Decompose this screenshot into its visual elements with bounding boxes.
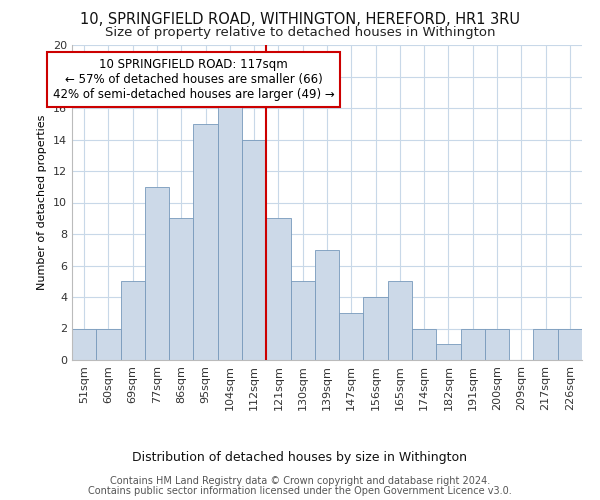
Bar xyxy=(218,92,242,360)
Bar xyxy=(315,250,339,360)
Text: Contains public sector information licensed under the Open Government Licence v3: Contains public sector information licen… xyxy=(88,486,512,496)
Bar xyxy=(169,218,193,360)
Bar xyxy=(485,328,509,360)
Bar xyxy=(96,328,121,360)
Text: 10 SPRINGFIELD ROAD: 117sqm
← 57% of detached houses are smaller (66)
42% of sem: 10 SPRINGFIELD ROAD: 117sqm ← 57% of det… xyxy=(53,58,334,100)
Bar xyxy=(266,218,290,360)
Bar xyxy=(364,297,388,360)
Bar xyxy=(412,328,436,360)
Bar xyxy=(436,344,461,360)
Text: Distribution of detached houses by size in Withington: Distribution of detached houses by size … xyxy=(133,451,467,464)
Text: Contains HM Land Registry data © Crown copyright and database right 2024.: Contains HM Land Registry data © Crown c… xyxy=(110,476,490,486)
Bar xyxy=(461,328,485,360)
Bar xyxy=(193,124,218,360)
Bar xyxy=(72,328,96,360)
Bar xyxy=(339,313,364,360)
Y-axis label: Number of detached properties: Number of detached properties xyxy=(37,115,47,290)
Text: Size of property relative to detached houses in Withington: Size of property relative to detached ho… xyxy=(105,26,495,39)
Bar xyxy=(388,281,412,360)
Bar xyxy=(558,328,582,360)
Bar xyxy=(533,328,558,360)
Bar xyxy=(290,281,315,360)
Bar xyxy=(145,186,169,360)
Text: 10, SPRINGFIELD ROAD, WITHINGTON, HEREFORD, HR1 3RU: 10, SPRINGFIELD ROAD, WITHINGTON, HEREFO… xyxy=(80,12,520,28)
Bar xyxy=(121,281,145,360)
Bar xyxy=(242,140,266,360)
